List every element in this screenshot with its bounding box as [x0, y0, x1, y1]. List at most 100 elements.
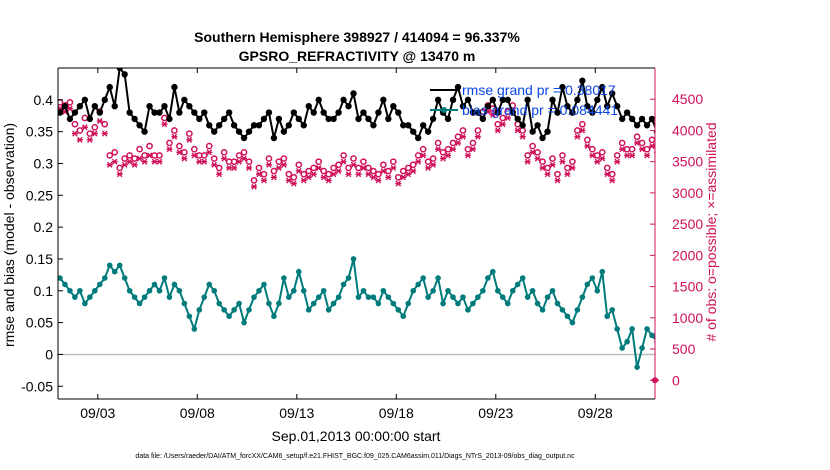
assimilated-obs-stroke [624, 152, 630, 159]
rmse-point [618, 115, 626, 123]
assimilated-obs-stroke [261, 177, 267, 184]
possible-obs-point [190, 145, 198, 153]
rmse-point [220, 115, 228, 123]
assimilated-obs-stroke [579, 127, 586, 134]
assimilated-obs-stroke [774, 162, 778, 167]
y2-tick-label: 4500 [672, 91, 703, 107]
rmse-point [111, 102, 118, 110]
rmse-point [280, 128, 288, 135]
possible-obs-point [146, 142, 153, 150]
assimilated-obs-point [141, 158, 148, 165]
bias-point [221, 307, 227, 313]
assimilated-obs-point [753, 150, 759, 155]
rmse-point [86, 115, 94, 123]
possible-obs-point [335, 161, 342, 169]
assimilated-obs-stroke [340, 158, 347, 165]
rmse-point [813, 97, 819, 103]
assimilated-obs-stroke [584, 143, 591, 150]
assimilated-obs-point [594, 158, 601, 165]
bias-point [151, 281, 158, 288]
assimilated-obs-stroke [814, 165, 818, 170]
rmse-point [215, 122, 223, 129]
assimilated-obs-stroke [769, 172, 773, 177]
possible-obs-point [759, 140, 764, 145]
bias-line [59, 258, 655, 368]
rmse-point [763, 78, 769, 84]
possible-obs-point [176, 142, 183, 150]
rmse-point [211, 128, 218, 135]
possible-obs-point [310, 164, 318, 172]
assimilated-obs-stroke [724, 175, 728, 180]
assimilated-obs-point [101, 130, 108, 137]
assimilated-obs-stroke [739, 168, 743, 173]
assimilated-obs-stroke [779, 147, 783, 152]
assimilated-obs-stroke [102, 130, 108, 137]
assimilated-obs-point [564, 171, 571, 178]
assimilated-obs-point [146, 152, 153, 159]
bias-point [186, 313, 193, 320]
assimilated-obs-stroke [824, 153, 828, 158]
bias-point [769, 313, 775, 319]
assimilated-obs-stroke [345, 171, 352, 178]
assimilated-obs-point [76, 136, 83, 143]
possible-obs-point [449, 139, 457, 147]
x-tick-label: 09/23 [478, 405, 513, 421]
assimilated-obs-point [415, 158, 422, 165]
assimilated-obs-stroke [495, 127, 501, 134]
assimilated-obs-point [773, 162, 779, 167]
bias-point [330, 300, 337, 307]
assimilated-obs-stroke [719, 178, 723, 183]
bias-point [415, 281, 421, 288]
chart-subtitle: GPSRO_REFRACTIVITY @ 13470 m [239, 48, 476, 64]
assimilated-obs-point [729, 153, 735, 158]
bias-point [554, 300, 561, 307]
possible-obs-point [355, 164, 362, 172]
assimilated-obs-point [161, 121, 168, 128]
possible-obs-point [166, 139, 173, 147]
bias-point [629, 326, 635, 332]
bias-point [315, 294, 322, 300]
bias-point [161, 275, 168, 281]
possible-obs-point [235, 152, 243, 159]
assimilated-obs-stroke [415, 158, 421, 165]
rmse-point [743, 97, 749, 103]
assimilated-obs-stroke [405, 171, 411, 178]
possible-obs-point [275, 158, 283, 166]
possible-obs-point [315, 158, 323, 166]
y2-tick-label: 2500 [672, 216, 703, 232]
rmse-point [71, 109, 79, 116]
possible-obs-point [628, 145, 636, 153]
possible-obs-point [729, 147, 734, 152]
assimilated-obs-point [305, 174, 312, 181]
assimilated-obs-stroke [764, 162, 768, 167]
rmse-point [509, 109, 516, 116]
assimilated-obs-point [579, 127, 586, 134]
assimilated-obs-point [360, 164, 367, 171]
assimilated-obs-point [469, 146, 476, 153]
possible-obs-point [295, 161, 303, 169]
possible-obs-point [824, 147, 829, 152]
y-tick-label: -0.05 [21, 378, 53, 394]
bias-point [251, 294, 257, 300]
possible-obs-point [156, 152, 163, 159]
rmse-point [61, 102, 69, 110]
rmse-point [699, 116, 705, 122]
possible-obs-point [265, 155, 273, 162]
assimilated-obs-stroke [644, 152, 650, 159]
possible-obs-point [804, 168, 809, 173]
assimilated-obs-stroke [754, 150, 758, 155]
bias-point [430, 287, 436, 294]
assimilated-obs-point [739, 168, 745, 173]
rmse-point [380, 96, 387, 104]
possible-obs-point [598, 148, 606, 156]
assimilated-obs-stroke [335, 167, 342, 175]
possible-obs-point [559, 152, 566, 159]
possible-obs-point [414, 152, 422, 159]
bias-point [291, 287, 297, 294]
rmse-point [569, 109, 576, 116]
assimilated-obs-stroke [246, 164, 252, 171]
bias-point [759, 301, 765, 307]
assimilated-obs-point [251, 183, 258, 190]
rmse-point [181, 96, 188, 104]
bias-point [82, 300, 88, 307]
